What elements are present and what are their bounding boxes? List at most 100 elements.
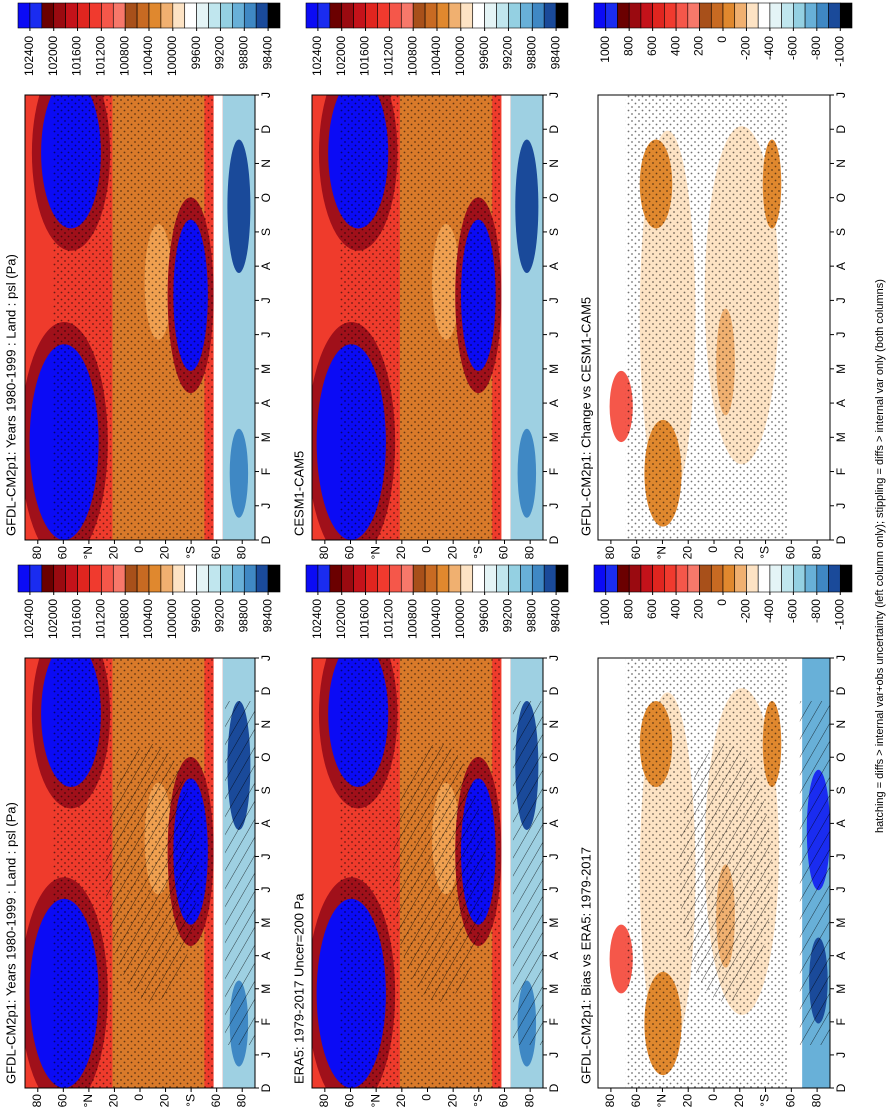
x-tick-label: M — [259, 364, 273, 374]
colorbar-box — [496, 564, 509, 593]
colorbar-tick-label: 99600 — [477, 599, 491, 633]
x-tick-label: A — [547, 952, 561, 960]
x-tick-label: J — [259, 332, 273, 338]
colorbar-box — [160, 2, 174, 29]
colorbar-tick-label: 102400 — [310, 599, 324, 639]
colorbar-box — [472, 564, 485, 593]
field — [598, 95, 830, 540]
colorbar-box — [184, 564, 197, 593]
x-tick-label: S — [834, 786, 848, 794]
x-tick-label: O — [259, 193, 273, 202]
y-tick-label: 80 — [317, 1094, 331, 1108]
x-tick-label: D — [834, 686, 848, 695]
colorbar-box — [232, 2, 245, 29]
colorbar-box — [675, 564, 689, 593]
colorbar-tick-label: -600 — [786, 599, 800, 623]
colorbar-box — [496, 2, 509, 29]
colorbar-tick-label: 100400 — [429, 36, 443, 76]
colorbar-tick-label: 102000 — [334, 36, 348, 76]
colorbar-box — [89, 564, 102, 593]
colorbar-box — [341, 564, 354, 593]
x-tick-label: F — [834, 468, 848, 475]
colorbar-box — [722, 564, 736, 593]
x-tick-label: D — [834, 125, 848, 134]
footnote: hatching = diffs > internal var+obs unce… — [874, 279, 886, 833]
colorbar-box — [196, 564, 209, 593]
y-tick-label: 20 — [107, 1094, 121, 1108]
colorbar-box — [220, 564, 233, 593]
x-tick-label: J — [547, 655, 561, 661]
y-tick-label: 0 — [706, 1094, 720, 1101]
colorbar-tick-label: 99600 — [477, 36, 491, 70]
x-tick-label: A — [547, 399, 561, 407]
x-tick-label: J — [259, 655, 273, 661]
colorbar-tick-label: 100400 — [141, 36, 155, 76]
x-tick-label: N — [834, 720, 848, 729]
x-tick-label: D — [259, 535, 273, 544]
colorbar-box — [365, 564, 378, 593]
colorbar-box — [65, 2, 78, 29]
x-tick-label: D — [547, 125, 561, 134]
colorbar-tick-label: -600 — [786, 36, 800, 60]
hatching — [105, 744, 198, 1002]
colorbar-tick-label: 100000 — [453, 599, 467, 639]
colorbar-box — [508, 2, 521, 29]
panel — [311, 94, 544, 541]
y-tick-label: 60 — [343, 546, 357, 560]
colorbar-box — [757, 2, 771, 29]
colorbar-tick-label: -400 — [762, 599, 776, 623]
colorbar-box — [828, 2, 841, 29]
colorbar-box — [255, 2, 269, 29]
panel-title: GFDL-CM2p1: Bias vs ERA5: 1979-2017 — [578, 847, 593, 1084]
y-tick-label: 20 — [680, 1094, 694, 1108]
x-tick-label: J — [259, 887, 273, 893]
x-tick-label: J — [259, 853, 273, 859]
colorbar-box — [804, 2, 818, 29]
colorbar-tick-label: -200 — [739, 599, 753, 623]
y-tick-label: 80 — [30, 1094, 44, 1108]
colorbar-box — [341, 2, 354, 29]
x-tick-label: J — [834, 503, 848, 509]
colorbar-tick-label: 98400 — [260, 599, 274, 633]
colorbar-tick-label: 101600 — [70, 36, 84, 76]
field-region — [501, 95, 511, 540]
colorbar-box — [65, 564, 78, 593]
colorbar-tick-label: 98800 — [236, 36, 250, 70]
panel — [311, 657, 544, 1089]
x-tick-label: J — [547, 92, 561, 98]
y-tick-label: 60 — [497, 546, 511, 560]
colorbar-box — [484, 564, 497, 593]
x-tick-label: S — [547, 786, 561, 794]
colorbar-box — [136, 2, 150, 29]
x-tick-label: N — [259, 159, 273, 168]
colorbar-box — [208, 564, 221, 593]
colorbar-box — [329, 2, 343, 29]
colorbar-tick-label: 102000 — [334, 599, 348, 639]
colorbar-box — [460, 2, 474, 29]
field-region — [213, 658, 223, 1088]
colorbar-box — [101, 2, 114, 29]
x-tick-label: A — [834, 262, 848, 270]
colorbar-tick-label: 600 — [645, 599, 659, 619]
colorbar-box — [101, 564, 114, 593]
colorbar-tick-label: 99200 — [501, 599, 515, 633]
x-tick-label: J — [259, 92, 273, 98]
field-region — [229, 428, 249, 518]
colorbar-box — [400, 564, 414, 593]
colorbar-box — [136, 564, 150, 593]
colorbar-tick-label: -200 — [739, 36, 753, 60]
y-tick-label: °N — [368, 1094, 382, 1107]
panel-title: ERA5: 1979-2017 Uncer=200 Pa — [291, 893, 306, 1084]
colorbar-box — [124, 564, 138, 593]
y-tick-label: 60 — [56, 546, 70, 560]
colorbar-tick-label: 100800 — [117, 599, 131, 639]
colorbar-box — [41, 564, 55, 593]
colorbar-box — [699, 2, 712, 29]
field — [312, 658, 543, 1088]
hatching — [512, 701, 543, 1045]
colorbar-box — [77, 2, 90, 29]
colorbar-box — [687, 564, 700, 593]
colorbar-tick-label: 98800 — [524, 36, 538, 70]
colorbar-tick-label: 100000 — [165, 599, 179, 639]
